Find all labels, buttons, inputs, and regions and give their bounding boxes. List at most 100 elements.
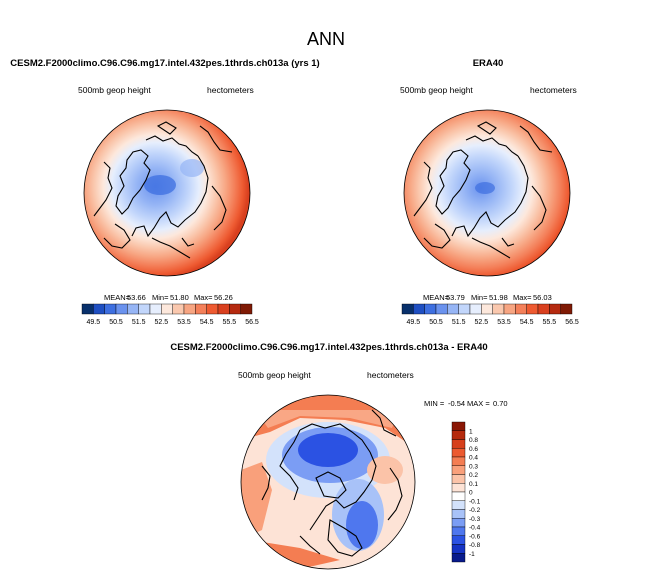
colorbar-tick-label: 0.8 — [469, 437, 478, 444]
colorbar-tick-label: -0.1 — [469, 498, 481, 505]
colorbar-swatch — [81, 303, 94, 315]
colorbar-tick-label: 54.5 — [200, 319, 214, 326]
colorbar-tick-label: 51.5 — [132, 319, 146, 326]
colorbar-swatch — [206, 303, 219, 315]
panel3-colorbar: 1 0.8 0.6 0.40.3 0.2 0.1 0-0.1 -0.2 -0.3 -0.4-0.6… — [451, 421, 481, 563]
colorbar-tick-label: 0.2 — [469, 472, 478, 479]
colorbar-swatch — [435, 303, 448, 315]
panel2-min-label: Min= — [471, 293, 488, 302]
panel1-max-label: Max= — [194, 293, 213, 302]
panel3-pos-rim-inner — [255, 410, 400, 428]
colorbar-tick-label: 1 — [469, 428, 473, 435]
colorbar-swatch — [240, 303, 253, 315]
panel2-min-value: 51.98 — [489, 293, 508, 302]
panel1-low-lobe — [180, 159, 204, 177]
figure-title: ANN — [307, 29, 345, 49]
colorbar-swatch — [172, 303, 185, 315]
colorbar-swatch — [549, 303, 561, 315]
colorbar-swatch — [451, 439, 466, 449]
panel3-outline — [240, 394, 416, 570]
colorbar-swatch — [413, 303, 425, 315]
colorbar-tick-label: 55.5 — [223, 319, 237, 326]
colorbar-swatch — [451, 474, 466, 484]
colorbar-swatch — [469, 303, 482, 315]
panel2-coastlines — [413, 121, 553, 259]
colorbar-swatch — [161, 303, 173, 315]
colorbar-swatch — [451, 421, 466, 431]
colorbar-tick-label: 51.5 — [452, 319, 466, 326]
colorbar-tick-label: -0.4 — [469, 525, 481, 532]
panel2-stats: MEAN= 53.79 Min= 51.98 Max= 56.03 — [423, 293, 552, 302]
panel3-variable: 500mb geop height — [238, 370, 311, 380]
colorbar-swatch — [451, 491, 466, 501]
panel2-outline — [403, 109, 571, 277]
panel1-map — [83, 109, 251, 277]
colorbar-tick-label: 53.5 — [177, 319, 191, 326]
colorbar-swatch — [183, 303, 196, 315]
panel1-variable: 500mb geop height — [78, 85, 151, 95]
colorbar-swatch — [127, 303, 139, 315]
panel3-units: hectometers — [367, 370, 414, 380]
colorbar-swatch — [93, 303, 105, 315]
panel3-pos-rim — [241, 395, 415, 448]
colorbar-swatch — [481, 303, 493, 315]
panel2-colorbar: 49.5 50.5 51.5 52.5 53.5 54.5 55.5 56.5 — [401, 303, 579, 326]
panel1-outline — [83, 109, 251, 277]
colorbar-tick-label: 56.5 — [245, 319, 259, 326]
colorbar-swatch — [401, 303, 414, 315]
panel3-neg-core — [298, 433, 358, 467]
panel1-mean-value: 53.66 — [127, 293, 146, 302]
colorbar-swatch — [451, 535, 466, 545]
colorbar-swatch — [451, 553, 466, 563]
colorbar-tick-label: 49.5 — [87, 319, 101, 326]
panel3-max-value: 0.70 — [493, 399, 508, 408]
colorbar-tick-label: -0.6 — [469, 533, 481, 540]
colorbar-swatch — [537, 303, 550, 315]
colorbar-swatch — [447, 303, 459, 315]
panel3-map — [240, 394, 416, 570]
colorbar-swatch — [451, 518, 466, 528]
colorbar-tick-label: -0.3 — [469, 516, 481, 523]
panel1-mean-label: MEAN= — [104, 293, 131, 302]
panel3-title: CESM2.F2000climo.C96.C96.mg17.intel.432p… — [170, 342, 487, 353]
panel2-mean-value: 53.79 — [446, 293, 465, 302]
panel3-max-label: MAX = — [467, 399, 490, 408]
colorbar-swatch — [458, 303, 471, 315]
colorbar-tick-label: 0.6 — [469, 446, 478, 453]
panel1-title: CESM2.F2000climo.C96.C96.mg17.intel.432p… — [10, 58, 319, 69]
panel1-low-core — [144, 175, 176, 195]
colorbar-tick-label: -1 — [469, 551, 475, 558]
colorbar-swatch — [451, 526, 466, 536]
colorbar-tick-label: 56.5 — [565, 319, 579, 326]
colorbar-swatch — [424, 303, 437, 315]
panel3-min-value: -0.54 — [448, 399, 465, 408]
colorbar-tick-label: -0.2 — [469, 507, 481, 514]
colorbar-swatch — [149, 303, 162, 315]
colorbar-tick-label: 50.5 — [109, 319, 123, 326]
panel1-max-value: 56.26 — [214, 293, 233, 302]
panel2-low-core — [475, 182, 495, 194]
panel2-map — [403, 109, 571, 277]
panel1-stats: MEAN= 53.66 Min= 51.80 Max= 56.26 — [104, 293, 233, 302]
colorbar-swatch — [451, 448, 466, 458]
panel1-colorbar: 49.5 50.5 51.5 52.5 53.5 54.5 55.5 56.5 — [81, 303, 259, 326]
colorbar-swatch — [138, 303, 151, 315]
panel3-min-label: MIN = — [424, 399, 445, 408]
colorbar-swatch — [451, 544, 466, 554]
colorbar-tick-label: 52.5 — [155, 319, 169, 326]
colorbar-tick-label: 55.5 — [543, 319, 557, 326]
colorbar-swatch — [451, 456, 466, 466]
colorbar-swatch — [451, 465, 466, 475]
panel1-units: hectometers — [207, 85, 254, 95]
colorbar-swatch — [451, 483, 466, 493]
panel3-pos-blob — [367, 456, 403, 484]
panel3-coastlines — [261, 409, 403, 557]
colorbar-tick-label: 0.4 — [469, 455, 478, 462]
panel1-min-label: Min= — [152, 293, 169, 302]
colorbar-tick-label: 0 — [469, 490, 473, 497]
colorbar-tick-label: 54.5 — [520, 319, 534, 326]
colorbar-swatch — [451, 509, 466, 519]
colorbar-tick-label: 53.5 — [497, 319, 511, 326]
colorbar-swatch — [451, 500, 466, 510]
